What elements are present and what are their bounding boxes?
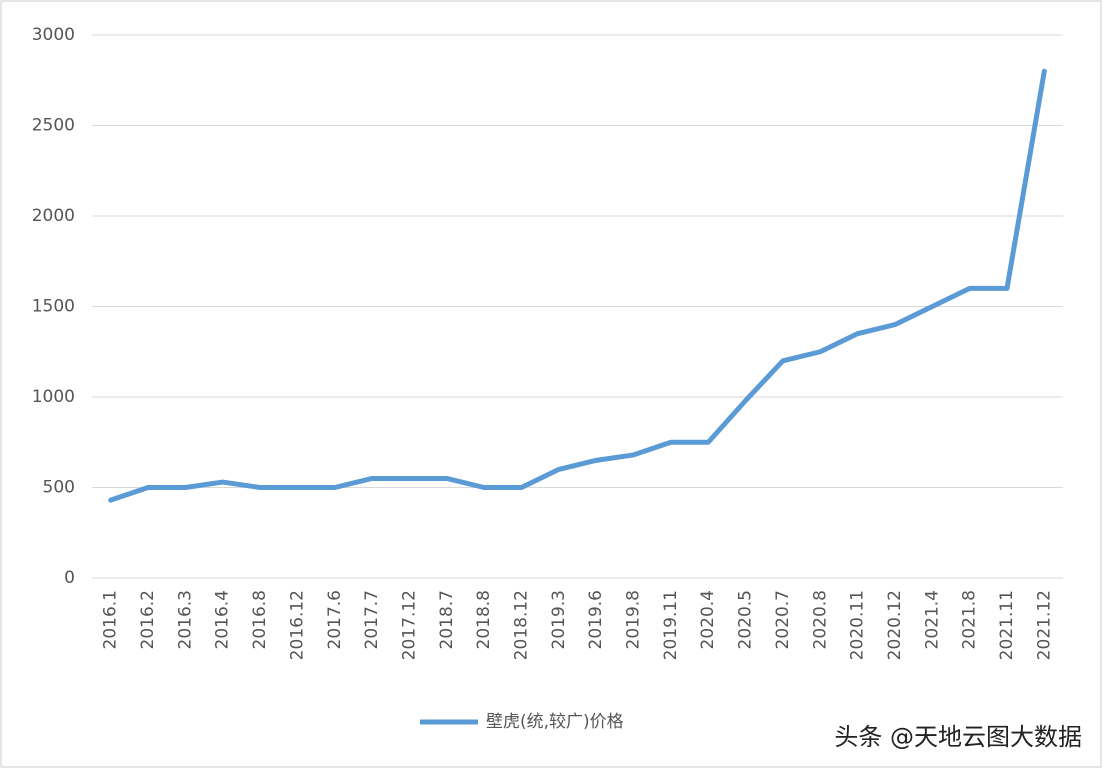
y-tick-label: 2000 (32, 206, 75, 226)
x-tick-label: 2021.4 (922, 590, 942, 649)
x-tick-label: 2018.7 (437, 590, 457, 649)
x-tick-label: 2020.12 (885, 590, 905, 660)
x-tick-label: 2017.7 (362, 590, 382, 649)
x-tick-label: 2016.3 (175, 590, 195, 649)
x-tick-label: 2019.3 (549, 590, 569, 649)
x-tick-label: 2020.8 (810, 590, 830, 649)
x-tick-label: 2016.8 (250, 590, 270, 649)
y-tick-label: 2500 (32, 116, 75, 136)
x-tick-label: 2019.6 (586, 590, 606, 649)
x-tick-label: 2016.2 (138, 590, 158, 649)
x-tick-label: 2017.12 (399, 590, 419, 660)
x-tick-label: 2016.1 (101, 590, 121, 649)
y-tick-label: 3000 (32, 25, 75, 45)
x-tick-label: 2019.11 (661, 590, 681, 660)
x-tick-label: 2020.11 (848, 590, 868, 660)
line (108, 68, 1047, 503)
x-tick-label: 2020.4 (698, 590, 718, 649)
watermark: 头条 @天地云图大数据 (834, 723, 1082, 751)
y-tick-label: 1500 (32, 297, 75, 317)
y-tick-label: 1000 (32, 387, 75, 407)
x-tick-label: 2020.7 (773, 590, 793, 649)
x-tick-label: 2016.12 (287, 590, 307, 660)
x-tick-label: 2021.11 (997, 590, 1017, 660)
x-tick-label: 2020.5 (736, 590, 756, 649)
x-tick-label: 2018.12 (511, 590, 531, 660)
x-tick-label: 2017.6 (325, 590, 345, 649)
legend-label: 壁虎(统,较广)价格 (486, 712, 624, 732)
x-tick-label: 2019.8 (624, 590, 644, 649)
x-tick-label: 2016.4 (213, 590, 233, 649)
x-tick-label: 2021.12 (1034, 590, 1054, 660)
x-tick-label: 2021.8 (960, 590, 980, 649)
y-tick-label: 500 (43, 478, 75, 498)
y-tick-label: 0 (64, 568, 75, 588)
x-tick-label: 2018.8 (474, 590, 494, 649)
